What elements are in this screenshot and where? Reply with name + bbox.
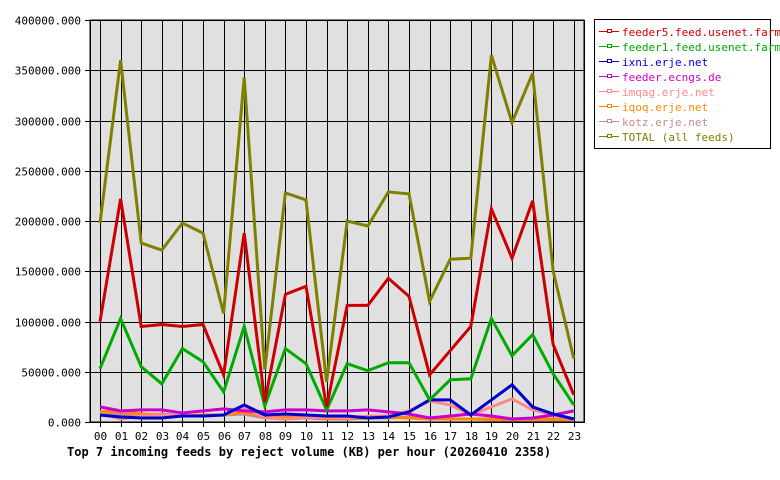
x-tick-label: 23 <box>568 430 581 443</box>
x-tick-label: 15 <box>403 430 416 443</box>
legend-line-icon <box>599 27 619 37</box>
y-tick-label: 250000.000 <box>15 166 81 179</box>
legend: feeder5.feed.usenet.farm feeder1.feed.us… <box>594 19 780 149</box>
x-tick-label: 14 <box>382 430 396 443</box>
x-tick-label: 03 <box>156 430 169 443</box>
legend-label: TOTAL (all feeds) <box>622 130 735 144</box>
x-tick-label: 12 <box>341 430 354 443</box>
gridlines <box>90 20 585 427</box>
legend-item: TOTAL (all feeds) <box>599 129 735 145</box>
legend-item: kotz.erje.net <box>599 114 708 130</box>
series-line <box>99 382 575 421</box>
x-tick-label: 09 <box>279 430 292 443</box>
legend-line-icon <box>599 57 619 67</box>
legend-label: ixni.erje.net <box>622 55 709 69</box>
x-tick-label: 01 <box>115 430 128 443</box>
y-tick-label: 300000.000 <box>15 116 81 129</box>
x-tick-label: 22 <box>547 430 560 443</box>
data-series <box>98 54 576 422</box>
legend-item: imqag.erje.net <box>599 84 715 100</box>
x-tick-label: 16 <box>424 430 437 443</box>
x-tick-label: 04 <box>176 430 190 443</box>
legend-item: feeder.ecngs.de <box>599 69 721 85</box>
legend-item: feeder5.feed.usenet.farm <box>599 24 780 40</box>
x-tick-label: 10 <box>300 430 313 443</box>
x-tick-label: 18 <box>465 430 478 443</box>
y-tick-label: 150000.000 <box>15 266 81 279</box>
y-tick-label: 350000.000 <box>15 65 81 78</box>
legend-line-icon <box>599 42 619 52</box>
series-line <box>98 54 576 382</box>
series-line <box>98 314 576 414</box>
x-tick-label: 13 <box>362 430 375 443</box>
x-tick-label: 06 <box>218 430 231 443</box>
x-tick-label: 02 <box>135 430 148 443</box>
legend-line-icon <box>599 87 619 97</box>
x-tick-label: 21 <box>527 430 540 443</box>
legend-item: iqoq.erje.net <box>599 99 708 115</box>
legend-label: iqoq.erje.net <box>622 100 709 114</box>
y-tick-label: 0.000 <box>48 417 81 430</box>
legend-item: ixni.erje.net <box>599 54 708 70</box>
series-line <box>99 405 575 421</box>
legend-label: imqag.erje.net <box>622 85 715 99</box>
x-tick-label: 00 <box>94 430 107 443</box>
x-axis: 00 01 02 03 04 05 06 07 08 09 10 11 12 13 14 15 16 17 18 19… <box>94 430 581 443</box>
y-tick-label: 100000.000 <box>15 317 81 330</box>
legend-label: feeder5.feed.usenet.farm <box>622 25 780 39</box>
legend-label: kotz.erje.net <box>622 115 709 129</box>
x-tick-label: 19 <box>485 430 498 443</box>
legend-line-icon <box>599 102 619 112</box>
legend-item: feeder1.feed.usenet.farm <box>599 39 780 55</box>
x-tick-label: 17 <box>444 430 457 443</box>
x-tick-label: 08 <box>259 430 272 443</box>
legend-label: feeder1.feed.usenet.farm <box>622 40 780 54</box>
y-tick-label: 50000.000 <box>21 367 81 380</box>
x-tick-label: 07 <box>238 430 251 443</box>
legend-line-icon <box>599 117 619 127</box>
x-tick-label: 20 <box>506 430 519 443</box>
legend-line-icon <box>599 72 619 82</box>
legend-label: feeder.ecngs.de <box>622 70 722 84</box>
x-tick-label: 05 <box>197 430 210 443</box>
series-line <box>98 198 576 408</box>
y-tick-label: 400000.000 <box>15 15 81 28</box>
chart-title: Top 7 incoming feeds by reject volume (K… <box>67 445 551 459</box>
x-tick-label: 11 <box>321 430 334 443</box>
legend-line-icon <box>599 132 619 142</box>
y-axis: 0.000 50000.000 100000.000 150000.000 200000… <box>15 15 90 430</box>
y-tick-label: 200000.000 <box>15 216 81 229</box>
